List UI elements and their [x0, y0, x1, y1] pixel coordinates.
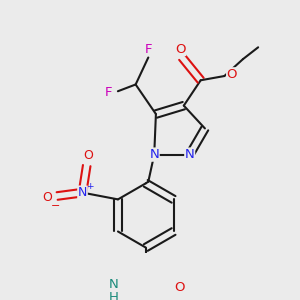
- Text: N: N: [109, 278, 118, 291]
- Text: O: O: [42, 191, 52, 204]
- Text: N: N: [149, 148, 159, 161]
- Text: F: F: [105, 86, 112, 99]
- Text: O: O: [227, 68, 237, 81]
- Text: F: F: [145, 43, 152, 56]
- Text: O: O: [83, 149, 93, 162]
- Text: +: +: [86, 182, 94, 191]
- Text: N: N: [185, 148, 195, 161]
- Text: −: −: [51, 201, 60, 211]
- Text: H: H: [109, 291, 118, 300]
- Text: N: N: [78, 186, 87, 199]
- Text: O: O: [175, 43, 186, 56]
- Text: O: O: [174, 281, 185, 294]
